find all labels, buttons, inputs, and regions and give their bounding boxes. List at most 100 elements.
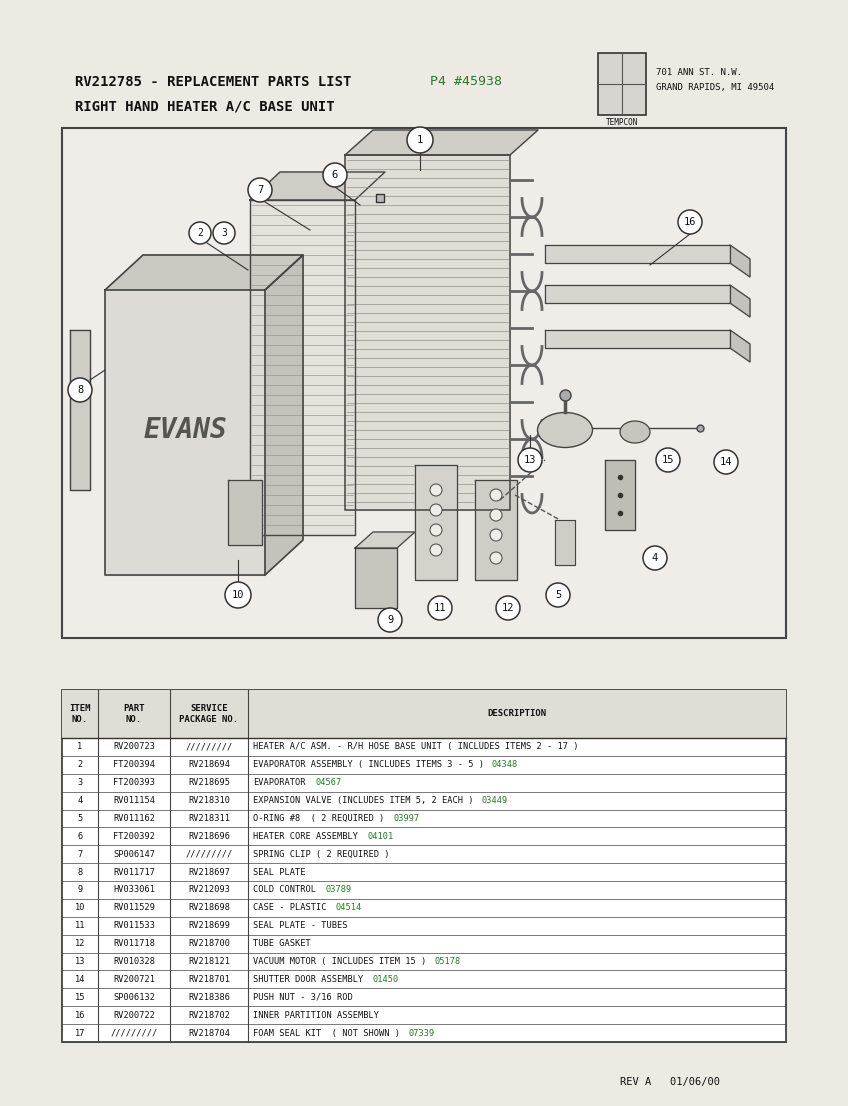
Polygon shape xyxy=(228,480,262,545)
Text: 5: 5 xyxy=(77,814,82,823)
Text: 15: 15 xyxy=(661,455,674,465)
Text: FT200394: FT200394 xyxy=(113,760,155,770)
Polygon shape xyxy=(345,131,538,155)
Text: 2: 2 xyxy=(197,228,203,238)
Text: INNER PARTITION ASSEMBLY: INNER PARTITION ASSEMBLY xyxy=(253,1011,379,1020)
Text: SERVICE
PACKAGE NO.: SERVICE PACKAGE NO. xyxy=(180,705,238,723)
Text: RV218697: RV218697 xyxy=(188,867,230,877)
Circle shape xyxy=(430,524,442,536)
Text: TEMPCON: TEMPCON xyxy=(605,118,639,127)
Text: FT200392: FT200392 xyxy=(113,832,155,841)
Text: 03449: 03449 xyxy=(482,796,508,805)
Text: GRAND RAPIDS, MI 49504: GRAND RAPIDS, MI 49504 xyxy=(656,83,774,92)
Text: 9: 9 xyxy=(77,886,82,895)
Text: REV A   01/06/00: REV A 01/06/00 xyxy=(620,1077,720,1087)
Text: 03789: 03789 xyxy=(326,886,352,895)
Text: O-RING #8  ( 2 REQUIRED ): O-RING #8 ( 2 REQUIRED ) xyxy=(253,814,384,823)
Polygon shape xyxy=(265,255,303,575)
Polygon shape xyxy=(355,532,415,547)
Text: FT200393: FT200393 xyxy=(113,779,155,787)
Text: RV218386: RV218386 xyxy=(188,993,230,1002)
Text: DESCRIPTION: DESCRIPTION xyxy=(488,710,547,719)
Polygon shape xyxy=(605,460,635,530)
Circle shape xyxy=(430,504,442,517)
Text: 13: 13 xyxy=(75,957,86,966)
Text: TUBE GASKET: TUBE GASKET xyxy=(253,939,310,948)
Polygon shape xyxy=(545,285,730,303)
Polygon shape xyxy=(105,255,303,290)
Polygon shape xyxy=(730,246,750,276)
Text: 05178: 05178 xyxy=(434,957,460,966)
Text: 16: 16 xyxy=(683,217,696,227)
Polygon shape xyxy=(250,200,355,535)
Polygon shape xyxy=(475,480,517,580)
Text: RV200723: RV200723 xyxy=(113,742,155,751)
Text: VACUUM MOTOR ( INCLUDES ITEM 15 ): VACUUM MOTOR ( INCLUDES ITEM 15 ) xyxy=(253,957,427,966)
Text: RV218704: RV218704 xyxy=(188,1029,230,1037)
Circle shape xyxy=(546,583,570,607)
Text: 701 ANN ST. N.W.: 701 ANN ST. N.W. xyxy=(656,67,742,77)
Circle shape xyxy=(678,210,702,234)
Circle shape xyxy=(225,582,251,608)
Polygon shape xyxy=(730,330,750,362)
Circle shape xyxy=(490,509,502,521)
Text: HEATER A/C ASM. - R/H HOSE BASE UNIT ( INCLUDES ITEMS 2 - 17 ): HEATER A/C ASM. - R/H HOSE BASE UNIT ( I… xyxy=(253,742,578,751)
Polygon shape xyxy=(250,173,385,200)
Text: 14: 14 xyxy=(75,974,86,984)
Text: 12: 12 xyxy=(502,603,514,613)
Text: HEATER CORE ASSEMBLY: HEATER CORE ASSEMBLY xyxy=(253,832,358,841)
Text: RV011717: RV011717 xyxy=(113,867,155,877)
Circle shape xyxy=(378,608,402,632)
Text: P4 #45938: P4 #45938 xyxy=(430,75,502,88)
Text: SP006132: SP006132 xyxy=(113,993,155,1002)
Text: /////////: ///////// xyxy=(186,742,232,751)
Bar xyxy=(62,690,786,1042)
Text: 11: 11 xyxy=(75,921,86,930)
Polygon shape xyxy=(545,246,730,263)
Text: 5: 5 xyxy=(555,589,561,599)
Text: SHUTTER DOOR ASSEMBLY: SHUTTER DOOR ASSEMBLY xyxy=(253,974,363,984)
Text: RV218696: RV218696 xyxy=(188,832,230,841)
Text: 17: 17 xyxy=(75,1029,86,1037)
Text: 14: 14 xyxy=(720,457,733,467)
Text: 8: 8 xyxy=(77,385,83,395)
Text: RV218698: RV218698 xyxy=(188,904,230,912)
Circle shape xyxy=(430,544,442,556)
Text: SEAL PLATE: SEAL PLATE xyxy=(253,867,305,877)
Text: RV212093: RV212093 xyxy=(188,886,230,895)
Text: RV218699: RV218699 xyxy=(188,921,230,930)
Text: RV218701: RV218701 xyxy=(188,974,230,984)
Text: 04101: 04101 xyxy=(367,832,393,841)
Bar xyxy=(598,53,646,115)
Text: 1: 1 xyxy=(77,742,82,751)
Text: ITEM
NO.: ITEM NO. xyxy=(70,705,91,723)
Ellipse shape xyxy=(620,421,650,444)
Circle shape xyxy=(323,163,347,187)
Text: 2: 2 xyxy=(77,760,82,770)
Text: 6: 6 xyxy=(77,832,82,841)
Text: EVAPORATOR ASSEMBLY ( INCLUDES ITEMS 3 - 5 ): EVAPORATOR ASSEMBLY ( INCLUDES ITEMS 3 -… xyxy=(253,760,484,770)
Circle shape xyxy=(496,596,520,620)
Text: RV218311: RV218311 xyxy=(188,814,230,823)
Circle shape xyxy=(248,178,272,202)
Text: 7: 7 xyxy=(77,849,82,858)
Text: /////////: ///////// xyxy=(186,849,232,858)
Text: HV033061: HV033061 xyxy=(113,886,155,895)
Text: 4: 4 xyxy=(652,553,658,563)
Circle shape xyxy=(430,484,442,495)
Text: RV218702: RV218702 xyxy=(188,1011,230,1020)
Text: 10: 10 xyxy=(232,589,244,599)
Circle shape xyxy=(407,127,433,153)
Circle shape xyxy=(490,552,502,564)
Ellipse shape xyxy=(538,413,593,448)
Circle shape xyxy=(643,546,667,570)
Text: 6: 6 xyxy=(332,170,338,180)
Text: RV011718: RV011718 xyxy=(113,939,155,948)
Text: RV218121: RV218121 xyxy=(188,957,230,966)
Text: SPRING CLIP ( 2 REQUIRED ): SPRING CLIP ( 2 REQUIRED ) xyxy=(253,849,389,858)
Text: 07339: 07339 xyxy=(409,1029,435,1037)
Text: 04348: 04348 xyxy=(492,760,518,770)
Text: 10: 10 xyxy=(75,904,86,912)
Text: 04567: 04567 xyxy=(315,779,341,787)
Text: 7: 7 xyxy=(257,185,263,195)
